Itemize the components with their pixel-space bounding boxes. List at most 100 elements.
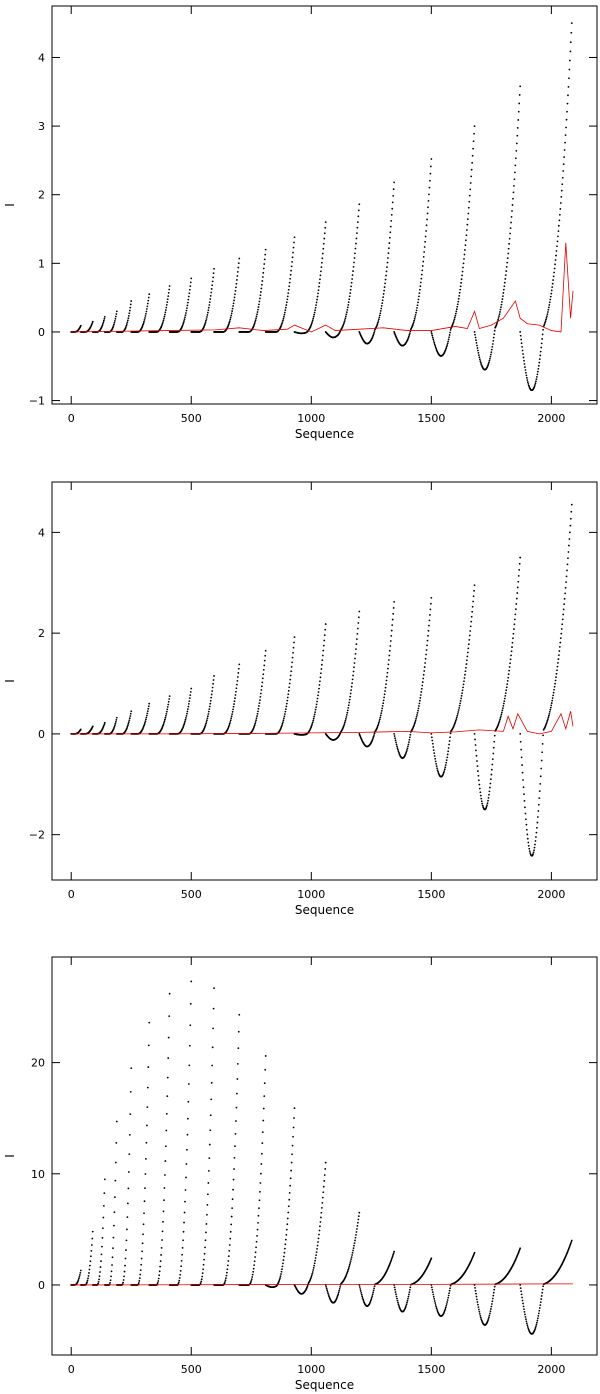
data-point [205,1223,208,1225]
data-point [491,763,494,766]
data-point [445,1304,448,1307]
segment-19 [519,1239,573,1335]
data-point [414,721,417,723]
data-point [254,319,257,322]
data-point [422,673,425,676]
data-point [519,1287,522,1290]
data-point [146,1106,149,1108]
data-point [97,1281,100,1283]
data-point [511,641,514,644]
data-point [349,292,352,294]
segment-6 [130,1021,151,1286]
data-point [384,282,386,285]
data-point [382,293,385,295]
data-point [466,223,469,226]
data-point [227,1260,230,1262]
data-point [502,702,505,705]
data-point [501,709,504,712]
data-point [538,797,541,800]
data-point [419,281,422,284]
data-point [550,292,553,295]
segment-16 [393,596,433,759]
data-point [445,761,448,764]
data-point [492,1294,495,1297]
data-point [126,323,128,325]
data-point [476,765,479,768]
data-point [311,1272,314,1275]
data-point [157,1277,160,1280]
x-tick-label: 1500 [417,888,445,901]
red-series-line [71,242,574,333]
data-point [487,799,489,802]
data-point [164,311,167,314]
data-point [557,654,560,657]
data-point [260,287,263,290]
data-point [345,313,348,316]
data-point [444,1306,447,1309]
data-point [356,221,359,224]
data-point [562,163,565,166]
data-point [168,992,171,995]
data-point [184,718,187,721]
data-point [509,232,511,235]
data-point [324,628,327,631]
data-point [431,1288,434,1291]
data-point [148,702,151,705]
data-point [506,257,509,260]
data-point [205,1231,207,1234]
data-point [568,544,570,547]
data-point [489,1312,491,1315]
data-point [144,1173,147,1175]
data-point [383,286,386,288]
data-point [396,745,398,748]
data-point [508,669,511,672]
data-point [372,333,375,336]
data-point [234,697,236,700]
data-point [182,323,184,325]
data-point [536,816,539,818]
data-point [387,659,390,661]
data-point [213,987,215,990]
data-point [513,185,515,187]
data-point [206,314,209,316]
segment-2 [79,1230,94,1286]
data-point [124,1264,126,1267]
data-point [237,1030,240,1033]
data-point [522,779,524,781]
data-point [557,658,560,660]
data-point [537,364,540,367]
data-point [397,1301,399,1304]
data-point [253,1264,256,1267]
data-point [189,694,192,696]
data-point [232,1188,234,1191]
data-point [449,732,452,735]
data-point [569,1242,572,1245]
data-point [435,1305,438,1308]
data-point [467,643,470,646]
data-point [550,702,553,704]
data-point [390,1257,393,1260]
data-point [380,307,383,310]
data-point [541,338,544,340]
data-point [225,1274,228,1277]
data-point [533,385,536,388]
data-point [290,265,293,268]
data-point [351,1251,354,1254]
data-point [324,221,327,224]
data-point [103,723,106,726]
data-point [337,1293,340,1296]
data-point [145,308,148,310]
data-point [508,237,511,240]
segment-10 [213,663,241,735]
data-point [417,301,419,304]
data-point [113,321,116,324]
data-point [314,306,317,309]
data-point [284,309,287,312]
data-point [350,1258,353,1261]
data-point [259,294,262,297]
data-point [322,644,325,647]
data-point [141,1250,144,1253]
data-point [474,738,476,741]
data-point [318,687,320,690]
data-point [289,674,292,677]
